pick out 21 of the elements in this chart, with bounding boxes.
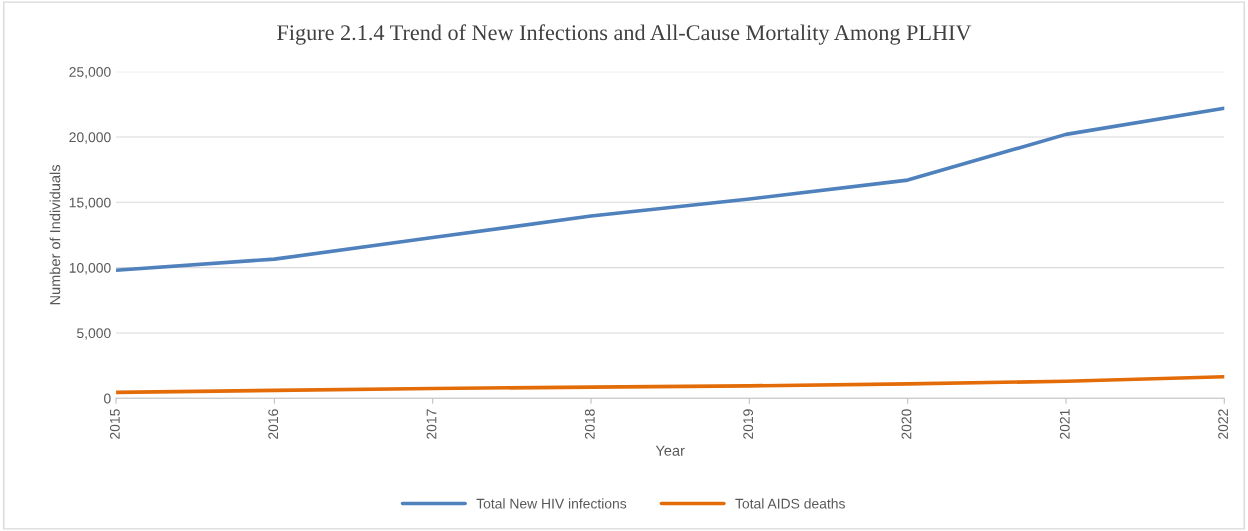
y-tick-label: 15,000 bbox=[69, 197, 111, 210]
y-tick-label: 25,000 bbox=[69, 67, 111, 79]
line-series bbox=[116, 374, 1225, 395]
x-tick-label: 2015 bbox=[109, 409, 120, 439]
y-tick-label: 5,000 bbox=[77, 328, 111, 340]
x-tick-label: 2018 bbox=[584, 409, 595, 439]
legend-label: Total New HIV infections bbox=[476, 498, 627, 509]
x-tick-label: 2017 bbox=[426, 409, 437, 439]
y-tick-label: 0 bbox=[104, 393, 111, 404]
x-tick-label: 2021 bbox=[1059, 409, 1070, 439]
x-tick-label: 2019 bbox=[743, 409, 754, 439]
line-series bbox=[116, 106, 1225, 273]
chart-title: Figure 2.1.4 Trend of New Infections and All-Cause Mortality Among PLHIV bbox=[277, 24, 972, 45]
y-tick-label: 20,000 bbox=[69, 132, 111, 144]
legend-label: Total AIDS deaths bbox=[735, 498, 845, 509]
x-tick-label: 2016 bbox=[268, 409, 279, 439]
y-axis-title: Number of Individuals bbox=[49, 164, 61, 305]
x-tick-label: 2022 bbox=[1218, 409, 1229, 439]
y-tick-label: 10,000 bbox=[69, 262, 111, 275]
x-tick-label: 2020 bbox=[901, 409, 912, 439]
x-axis-title: Year bbox=[655, 445, 685, 456]
